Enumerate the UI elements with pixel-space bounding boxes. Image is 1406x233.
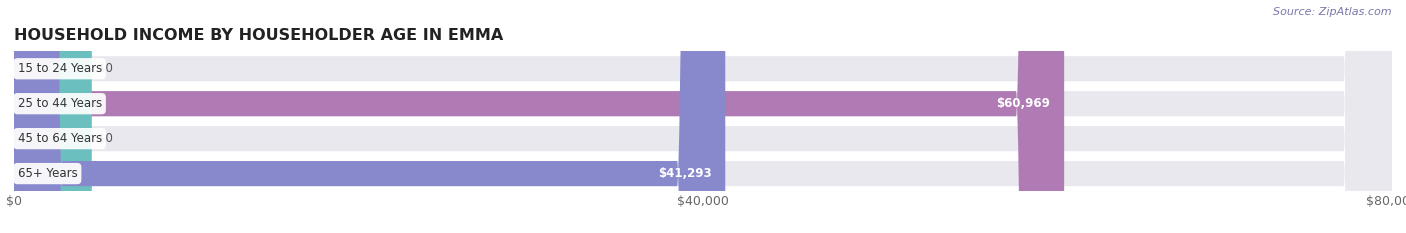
Text: $60,969: $60,969 bbox=[997, 97, 1050, 110]
Text: 65+ Years: 65+ Years bbox=[17, 167, 77, 180]
Text: $0: $0 bbox=[98, 132, 114, 145]
Text: HOUSEHOLD INCOME BY HOUSEHOLDER AGE IN EMMA: HOUSEHOLD INCOME BY HOUSEHOLDER AGE IN E… bbox=[14, 28, 503, 43]
FancyBboxPatch shape bbox=[14, 0, 1392, 233]
FancyBboxPatch shape bbox=[14, 0, 725, 233]
FancyBboxPatch shape bbox=[14, 0, 91, 233]
FancyBboxPatch shape bbox=[14, 0, 1392, 233]
Text: Source: ZipAtlas.com: Source: ZipAtlas.com bbox=[1274, 7, 1392, 17]
FancyBboxPatch shape bbox=[14, 0, 1064, 233]
Text: $0: $0 bbox=[98, 62, 114, 75]
Text: 15 to 24 Years: 15 to 24 Years bbox=[17, 62, 101, 75]
Text: 45 to 64 Years: 45 to 64 Years bbox=[17, 132, 101, 145]
Text: 25 to 44 Years: 25 to 44 Years bbox=[17, 97, 101, 110]
Text: $41,293: $41,293 bbox=[658, 167, 711, 180]
FancyBboxPatch shape bbox=[14, 0, 91, 233]
FancyBboxPatch shape bbox=[14, 0, 1392, 233]
FancyBboxPatch shape bbox=[14, 0, 1392, 233]
